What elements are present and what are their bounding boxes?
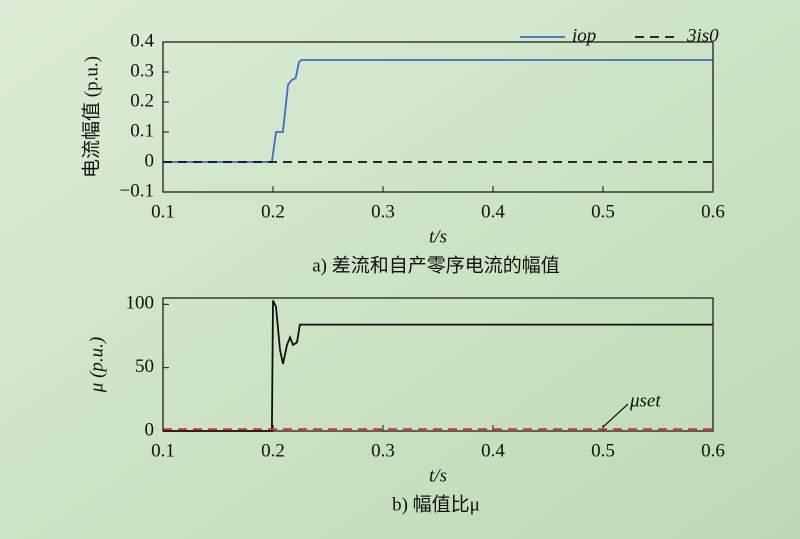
x-tick-label: 0.5	[591, 201, 615, 222]
x-tick-label: 0.4	[481, 440, 505, 461]
x-axis-label: t/s	[429, 465, 447, 486]
series-line	[163, 59, 713, 163]
annotation: μset	[629, 390, 661, 411]
y-tick-label: 0.2	[130, 90, 154, 111]
x-tick-label: 0.5	[591, 440, 615, 461]
y-tick-label: 0	[145, 419, 155, 440]
x-tick-label: 0.6	[701, 440, 725, 461]
y-axis-label: μ (p.u.)	[86, 337, 107, 393]
x-tick-label: 0.2	[261, 201, 285, 222]
subtitle: a) 差流和自产零序电流的幅值	[312, 254, 560, 276]
y-tick-label: 0.4	[130, 30, 154, 51]
y-axis-label: 电流幅值 (p.u.)	[80, 56, 102, 178]
y-tick-label: −0.1	[120, 180, 154, 201]
series-line	[163, 300, 713, 432]
legend-label: iop	[572, 25, 596, 46]
y-tick-label: 0.3	[130, 60, 154, 81]
x-tick-label: 0.1	[151, 201, 175, 222]
x-tick-label: 0.3	[371, 440, 395, 461]
y-tick-label: 50	[135, 356, 154, 377]
y-tick-label: 0.1	[130, 120, 154, 141]
y-tick-label: 0	[145, 150, 155, 171]
x-tick-label: 0.6	[701, 201, 725, 222]
legend-label: 3is0	[686, 25, 719, 46]
plot-frame	[162, 41, 714, 193]
subtitle: b) 幅值比μ	[392, 493, 480, 515]
x-tick-label: 0.1	[151, 440, 175, 461]
x-tick-label: 0.4	[481, 201, 505, 222]
x-tick-label: 0.3	[371, 201, 395, 222]
x-tick-label: 0.2	[261, 440, 285, 461]
x-axis-label: t/s	[429, 226, 447, 247]
plot-frame	[162, 297, 714, 432]
annotation-arrow	[602, 403, 629, 428]
y-tick-label: 100	[126, 293, 155, 314]
